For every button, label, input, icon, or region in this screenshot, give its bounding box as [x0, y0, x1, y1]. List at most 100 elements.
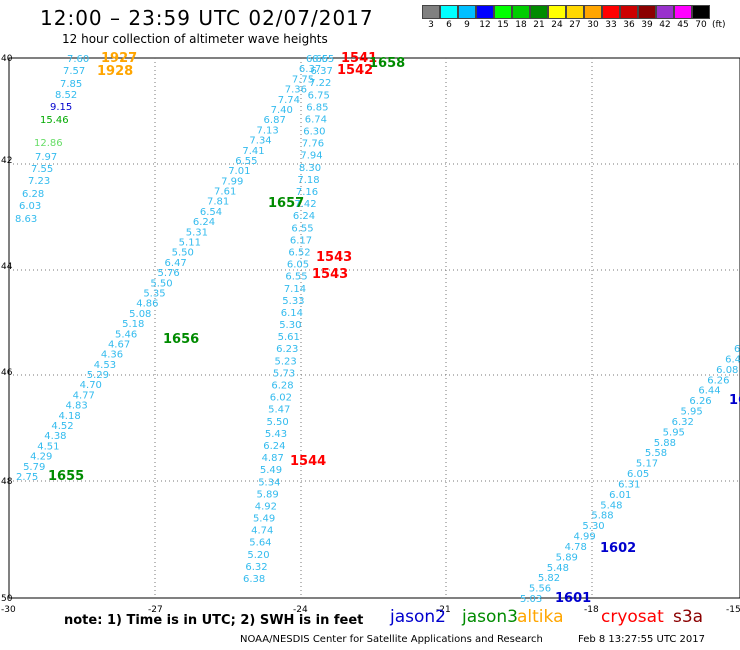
wave-height-value: 5.50	[150, 278, 172, 289]
wave-height-value: 6.54	[200, 207, 222, 218]
wave-height-value: 5.11	[179, 238, 201, 249]
color-scale-label: 9	[464, 20, 470, 30]
wave-height-value: 5.49	[260, 465, 282, 476]
pass-time-label: 1543	[312, 267, 348, 282]
wave-height-value: 4.86	[136, 299, 158, 310]
color-swatch	[674, 5, 692, 19]
color-swatch	[512, 5, 530, 19]
wave-height-value: 4.38	[44, 431, 66, 442]
color-swatch	[476, 5, 494, 19]
wave-height-value: 5.50	[172, 248, 194, 259]
wave-height-value: 6.24	[263, 441, 285, 452]
wave-height-value: 4.74	[251, 526, 273, 537]
latitude-label: 48	[1, 477, 13, 487]
wave-height-value: 6.75	[308, 90, 330, 101]
wave-height-value: 5.64	[249, 538, 271, 549]
wave-height-value: 7.14	[284, 284, 306, 295]
wave-height-value: 6.74	[305, 114, 327, 125]
legend-jason3: jason3	[462, 607, 518, 627]
wave-height-value: 5.20	[247, 550, 269, 561]
wave-height-value: 5.61	[278, 332, 300, 343]
wave-height-value: 5.79	[23, 462, 45, 473]
wave-height-value: 6.37	[299, 64, 321, 75]
pass-time-label: 1656	[163, 332, 199, 347]
wave-height-value: 6.14	[281, 308, 303, 319]
wave-height-value: 5.47	[268, 405, 290, 416]
wave-height-value: 6.55	[235, 156, 257, 167]
pass-time-label: 1928	[97, 64, 133, 79]
wave-height-value: 4.99	[574, 532, 596, 543]
pass-time-label: 1542	[337, 63, 373, 78]
color-swatch	[422, 5, 440, 19]
wave-height-value: 6.40	[725, 354, 740, 365]
color-scale-unit: (ft)	[712, 20, 726, 30]
wave-height-value: 7.41	[242, 146, 264, 157]
wave-height-value: 4.78	[565, 542, 587, 553]
wave-height-value: 6.17	[290, 235, 312, 246]
color-scale-label: 18	[515, 20, 527, 30]
color-swatch	[584, 5, 602, 19]
footer-credit: NOAA/NESDIS Center for Satellite Applica…	[240, 634, 543, 645]
legend-altika: altika	[517, 607, 564, 627]
wave-height-value: 5.29	[87, 370, 109, 381]
wave-height-value: 5.33	[282, 296, 304, 307]
wave-height-value: 6.26	[689, 396, 711, 407]
color-scale-label: 6	[446, 20, 452, 30]
wave-height-value: 5.34	[258, 477, 280, 488]
wave-height-value: 5.30	[279, 320, 301, 331]
wave-height-value: 6.44	[698, 386, 720, 397]
latitude-label: 46	[1, 368, 13, 378]
wave-height-value: 6.08	[716, 365, 738, 376]
wave-height-value: 6.38	[243, 574, 265, 585]
wave-height-value: 6.55	[285, 272, 307, 283]
wave-height-value: 6.05	[287, 260, 309, 271]
wave-height-value: 8.52	[55, 90, 77, 101]
wave-height-value: 7.18	[297, 175, 319, 186]
longitude-label: -21	[436, 605, 451, 615]
latitude-label: 44	[1, 262, 13, 272]
pass-time-label: 1602	[600, 541, 636, 556]
wave-height-value: 6.24	[193, 217, 215, 228]
footer-timestamp: Feb 8 13:27:55 UTC 2017	[578, 634, 705, 645]
wave-height-value: 5.48	[547, 563, 569, 574]
wave-height-value: 5.50	[267, 417, 289, 428]
color-swatch	[458, 5, 476, 19]
wave-height-value: 7.81	[207, 197, 229, 208]
color-swatch	[494, 5, 512, 19]
wave-height-value: 4.51	[37, 441, 59, 452]
latitude-label: 42	[1, 156, 12, 166]
wave-height-value: 5.88	[654, 438, 676, 449]
wave-height-value: 6.47	[165, 258, 187, 269]
latitude-label: 40	[1, 54, 13, 64]
wave-height-value: 5.31	[186, 227, 208, 238]
wave-height-value: 6.65	[312, 54, 334, 65]
page-subtitle: 12 hour collection of altimeter wave hei…	[62, 32, 328, 46]
wave-height-value: 4.87	[262, 453, 284, 464]
wave-height-value: 7.99	[221, 176, 243, 187]
wave-height-value: 6.32	[245, 562, 267, 573]
wave-height-value: 7.55	[31, 164, 53, 175]
wave-height-value: 4.83	[66, 401, 88, 412]
wave-height-value: 6.02	[270, 393, 292, 404]
wave-height-value: 5.43	[265, 429, 287, 440]
wave-height-value: 2.75	[16, 472, 38, 483]
color-swatch	[548, 5, 566, 19]
wave-height-value: 7.97	[35, 152, 57, 163]
pass-time-label: 1655	[48, 469, 84, 484]
wave-height-value: 5.82	[538, 573, 560, 584]
wave-height-value: 4.36	[101, 350, 123, 361]
wave-height-value: 6.05	[627, 469, 649, 480]
wave-height-value: 5.56	[529, 584, 551, 595]
color-swatch	[440, 5, 458, 19]
wave-height-value: 4.53	[94, 360, 116, 371]
wave-height-value: 4.77	[73, 390, 95, 401]
wave-height-value: 7.74	[278, 95, 300, 106]
wave-height-value: 6.24	[293, 211, 315, 222]
wave-height-value: 6.55	[291, 223, 313, 234]
color-swatch	[638, 5, 656, 19]
wave-height-value: 5.49	[253, 514, 275, 525]
wave-height-value: 5.17	[636, 459, 658, 470]
pass-time-label: 1543	[316, 250, 352, 265]
wave-height-value: 8.30	[299, 163, 321, 174]
longitude-label: -27	[148, 605, 163, 615]
